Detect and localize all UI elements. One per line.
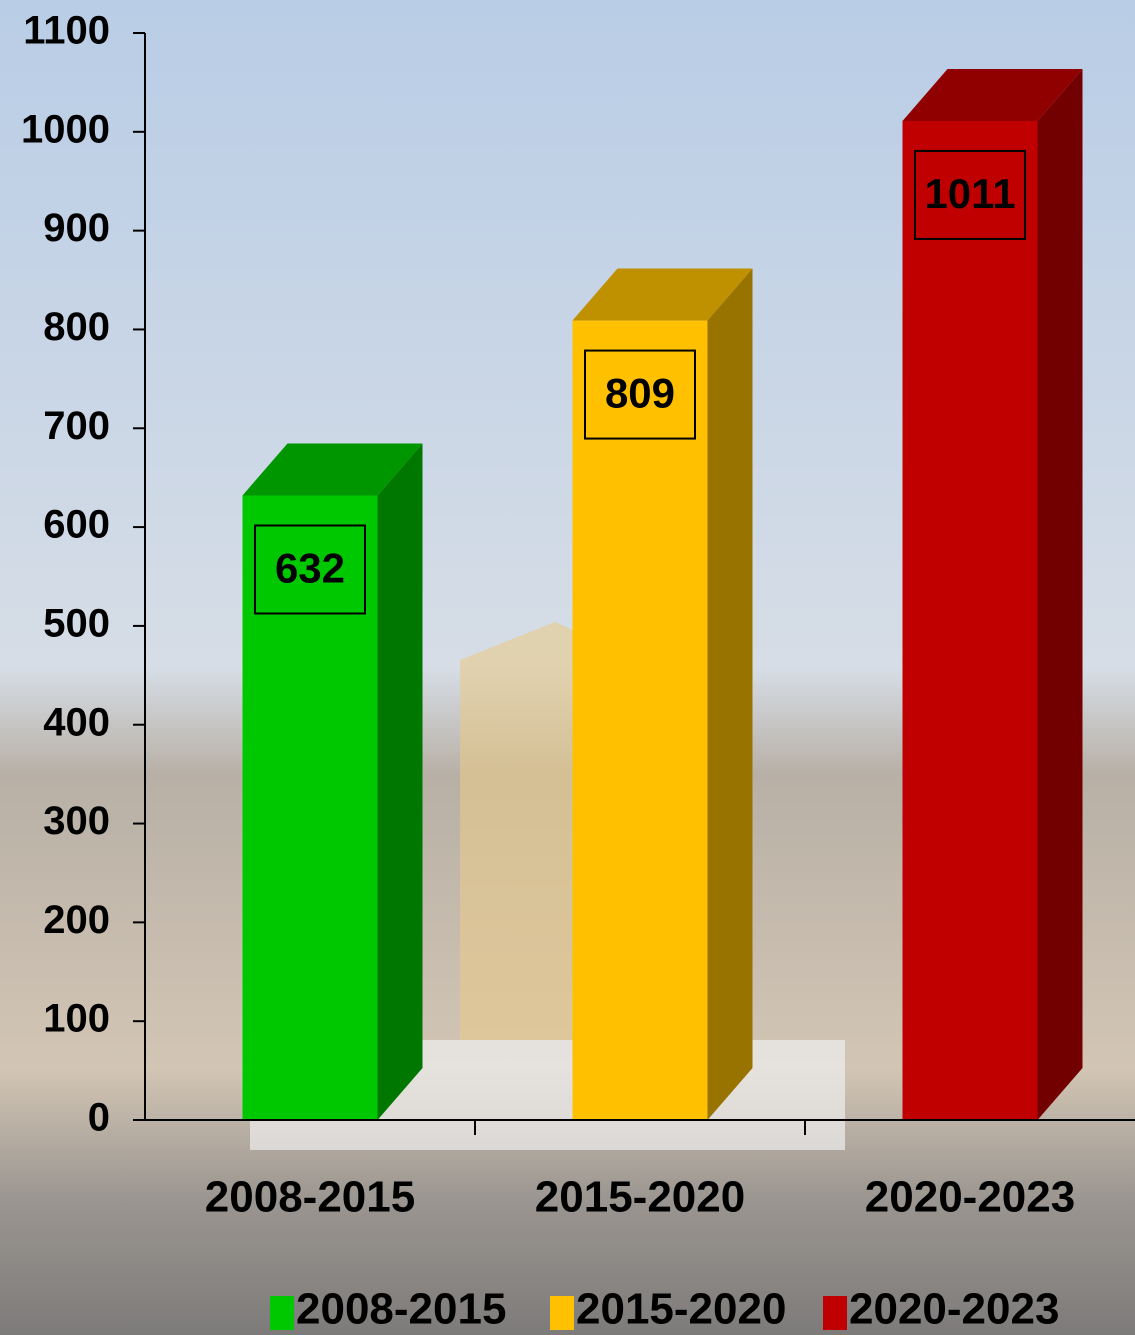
x-tick-label: 2015-2020 bbox=[535, 1173, 745, 1222]
y-tick-label: 800 bbox=[43, 305, 110, 349]
bar-side bbox=[377, 443, 423, 1120]
y-tick-label: 200 bbox=[43, 898, 110, 942]
value-label-box bbox=[584, 349, 696, 440]
legend-swatch bbox=[550, 1296, 574, 1330]
bar bbox=[242, 495, 378, 1120]
y-tick-label: 300 bbox=[43, 799, 110, 843]
value-label-box bbox=[914, 149, 1026, 240]
y-tick-label: 1000 bbox=[21, 107, 110, 151]
bar bbox=[572, 320, 708, 1120]
value-label: 632 bbox=[275, 545, 345, 592]
bar-side bbox=[707, 268, 753, 1120]
value-label-box bbox=[254, 524, 366, 615]
legend-label: 2015-2020 bbox=[576, 1285, 786, 1334]
y-tick-label: 100 bbox=[43, 997, 110, 1041]
legend-swatch bbox=[823, 1296, 847, 1330]
y-tick-label: 400 bbox=[43, 700, 110, 744]
y-tick-label: 0 bbox=[88, 1096, 110, 1140]
legend-label: 2020-2023 bbox=[849, 1285, 1059, 1334]
y-tick-label: 500 bbox=[43, 601, 110, 645]
bar-side bbox=[1037, 68, 1083, 1120]
legend-label: 2008-2015 bbox=[296, 1285, 506, 1334]
bar-top bbox=[572, 268, 753, 321]
y-tick-label: 900 bbox=[43, 206, 110, 250]
value-label: 1011 bbox=[924, 170, 1015, 217]
x-tick-label: 2008-2015 bbox=[205, 1173, 415, 1222]
y-tick-label: 1100 bbox=[23, 9, 110, 53]
x-tick-label: 2020-2023 bbox=[865, 1173, 1075, 1222]
bar-top bbox=[902, 68, 1083, 121]
bar-top bbox=[242, 443, 423, 496]
y-tick-label: 700 bbox=[43, 404, 110, 448]
legend-swatch bbox=[270, 1296, 294, 1330]
bar bbox=[902, 120, 1038, 1120]
y-tick-label: 600 bbox=[43, 503, 110, 547]
value-label: 809 bbox=[605, 370, 675, 417]
